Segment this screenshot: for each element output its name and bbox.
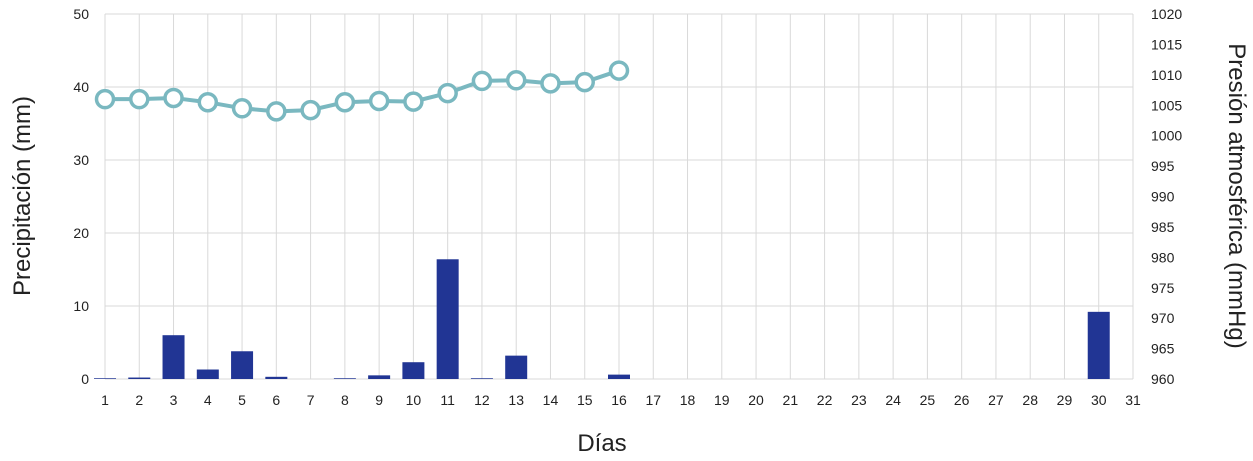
right-tick-label: 1020 [1151, 6, 1182, 22]
precipitation-bar [608, 374, 630, 379]
pressure-point [505, 70, 527, 91]
right-tick-label: 965 [1151, 341, 1175, 357]
x-tick-label: 6 [272, 392, 280, 408]
x-tick-label: 30 [1091, 392, 1107, 408]
grid [104, 13, 1134, 380]
precipitation-bar [402, 362, 425, 379]
left-tick-label: 0 [81, 371, 89, 387]
pressure-point [540, 73, 561, 94]
left-tick-label: 30 [73, 152, 89, 168]
pressure-line-path [105, 68, 620, 114]
x-tick-label: 12 [474, 392, 490, 408]
precipitation-bar [265, 376, 288, 379]
precipitation-bar [470, 378, 493, 379]
precipitation-bars [94, 259, 1110, 379]
left-tick-label: 50 [73, 6, 89, 22]
x-tick-label: 5 [238, 392, 246, 408]
x-tick-label: 15 [577, 392, 593, 408]
precipitation-bar [128, 377, 151, 379]
x-tick-label: 25 [920, 392, 936, 408]
pressure-point [266, 101, 287, 122]
right-tick-label: 995 [1151, 158, 1175, 174]
right-axis-title: Presión atmosférica (mmHg) [1223, 43, 1250, 348]
pressure-point [129, 88, 150, 110]
x-tick-label: 9 [375, 392, 383, 408]
x-tick-label: 4 [204, 392, 212, 408]
precipitation-bar [505, 355, 528, 379]
x-axis-title: Días [577, 430, 626, 457]
precipitation-bar [368, 375, 391, 379]
x-axis-ticks: 1 2 3 4 5 6 7 8 9 10 11 12 13 14 15 16 17 18 19 20 21 22 23 24 2… [101, 392, 1141, 408]
x-tick-label: 21 [783, 392, 799, 408]
x-tick-label: 11 [440, 392, 455, 408]
pressure-point [437, 82, 458, 104]
precipitation-bar [333, 378, 356, 379]
right-tick-label: 1010 [1151, 67, 1182, 83]
right-tick-label: 1015 [1151, 36, 1182, 52]
pressure-point [368, 90, 390, 112]
pressure-point [300, 99, 321, 121]
x-tick-label: 26 [954, 392, 970, 408]
x-tick-label: 3 [170, 392, 178, 408]
precipitation-bar [162, 335, 185, 379]
right-tick-label: 975 [1151, 280, 1175, 296]
left-tick-label: 40 [73, 79, 89, 95]
precipitation-bar [231, 351, 254, 379]
pressure-point [94, 88, 116, 110]
precipitation-bar [1087, 311, 1110, 379]
left-tick-label: 10 [73, 298, 89, 314]
pressure-line [94, 60, 630, 122]
left-axis-title: Precipitación (mm) [9, 96, 36, 296]
x-tick-label: 31 [1125, 392, 1141, 408]
right-tick-label: 960 [1151, 371, 1175, 387]
pressure-point [574, 71, 595, 93]
x-tick-label: 1 [101, 392, 109, 408]
x-tick-label: 18 [680, 392, 696, 408]
x-tick-label: 16 [611, 392, 627, 408]
precipitation-bar [436, 259, 459, 379]
x-tick-label: 23 [851, 392, 867, 408]
x-tick-label: 10 [406, 392, 422, 408]
pressure-point [471, 70, 493, 92]
x-tick-label: 14 [543, 392, 559, 408]
x-tick-label: 13 [508, 392, 524, 408]
right-tick-label: 1005 [1151, 97, 1182, 113]
x-tick-label: 29 [1057, 392, 1073, 408]
pressure-point [231, 98, 253, 119]
x-tick-label: 28 [1022, 392, 1038, 408]
x-tick-label: 27 [988, 392, 1004, 408]
pressure-point [163, 87, 184, 109]
left-axis-ticks: 0 10 20 30 40 50 [73, 6, 89, 387]
pressure-point [197, 91, 219, 113]
x-tick-label: 22 [817, 392, 833, 408]
x-tick-label: 8 [341, 392, 349, 408]
left-tick-label: 20 [73, 225, 89, 241]
right-tick-label: 980 [1151, 249, 1175, 265]
pressure-point [334, 91, 356, 113]
precipitation-bar [196, 369, 219, 379]
right-tick-label: 1000 [1151, 128, 1182, 144]
right-axis-ticks: 960 965 970 975 980 985 990 995 1000 1005 1010 1015… [1151, 6, 1182, 387]
x-tick-label: 2 [135, 392, 143, 408]
right-tick-label: 990 [1151, 189, 1175, 205]
pressure-point [403, 91, 424, 112]
right-tick-label: 985 [1151, 219, 1175, 235]
x-tick-label: 20 [748, 392, 764, 408]
x-tick-label: 24 [885, 392, 901, 408]
precipitation-bar [94, 378, 116, 379]
pressure-point [608, 60, 630, 81]
x-tick-label: 17 [645, 392, 661, 408]
x-tick-label: 19 [714, 392, 730, 408]
x-tick-label: 7 [307, 392, 315, 408]
right-tick-label: 970 [1151, 310, 1175, 326]
